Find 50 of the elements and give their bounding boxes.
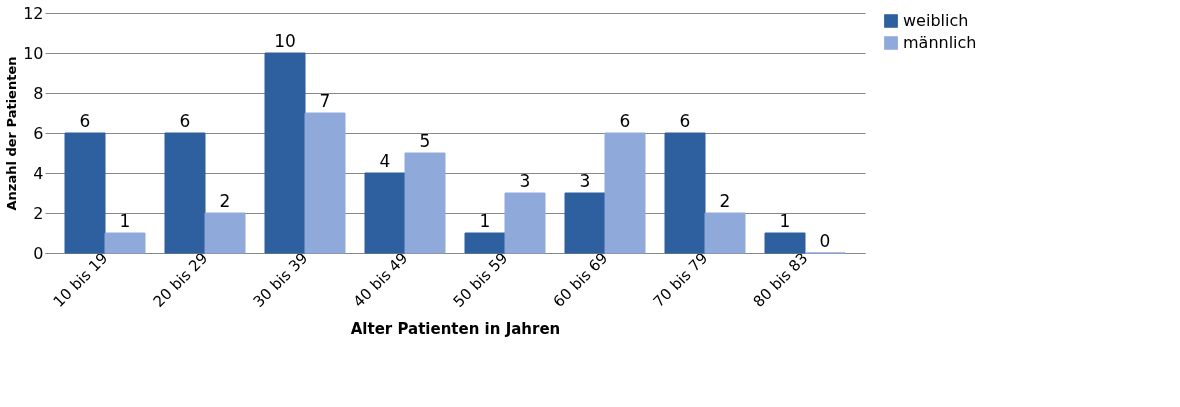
data-label: 0 [819, 231, 831, 251]
data-label: 3 [579, 171, 591, 191]
bar [404, 152, 446, 254]
x-tick-label: 30 bis 39 [249, 249, 312, 311]
y-tick-label: 4 [33, 163, 44, 183]
x-tick-label: 20 bis 29 [149, 249, 212, 311]
data-label: 2 [719, 191, 731, 211]
data-label: 3 [519, 171, 531, 191]
bar [64, 132, 106, 254]
bar [504, 192, 546, 254]
bar [764, 232, 806, 254]
data-label: 10 [274, 31, 296, 51]
data-label: 6 [679, 111, 691, 131]
y-tick-label: 10 [23, 43, 44, 63]
x-tick-label: 70 bis 79 [649, 249, 712, 311]
bar [304, 112, 346, 254]
x-tick-label: 10 bis 19 [49, 249, 112, 311]
data-label: 7 [319, 91, 331, 111]
y-tick-label: 6 [33, 123, 44, 143]
data-label: 1 [479, 211, 491, 231]
x-tick-label: 60 bis 69 [549, 249, 612, 311]
legend-label: männlich [903, 33, 977, 52]
data-label: 6 [619, 111, 631, 131]
bar [164, 132, 206, 254]
y-tick-label: 0 [33, 243, 44, 263]
data-label: 1 [119, 211, 131, 231]
data-label: 5 [419, 131, 431, 151]
bar [604, 132, 646, 254]
x-tick-label: 80 bis 83 [749, 249, 812, 311]
y-tick-label: 8 [33, 83, 44, 103]
x-tick-label: 50 bis 59 [449, 249, 512, 311]
data-label: 1 [779, 211, 791, 231]
y-axis-title: Anzahl der Patienten [4, 56, 20, 211]
bar [564, 192, 606, 254]
y-tick-label: 2 [33, 203, 44, 223]
data-label: 2 [219, 191, 231, 211]
data-label: 6 [179, 111, 191, 131]
bar [664, 132, 706, 254]
x-tick-label: 40 bis 49 [349, 249, 412, 311]
bar [104, 232, 146, 254]
bar [264, 52, 306, 254]
bar [204, 212, 246, 254]
bar [364, 172, 406, 254]
y-tick-label: 12 [23, 3, 44, 23]
bar [704, 212, 746, 254]
bar [464, 232, 506, 254]
x-axis-title: Alter Patienten in Jahren [350, 320, 561, 339]
data-label: 4 [379, 151, 391, 171]
data-label: 6 [79, 111, 91, 131]
legend-label: weiblich [903, 11, 969, 30]
